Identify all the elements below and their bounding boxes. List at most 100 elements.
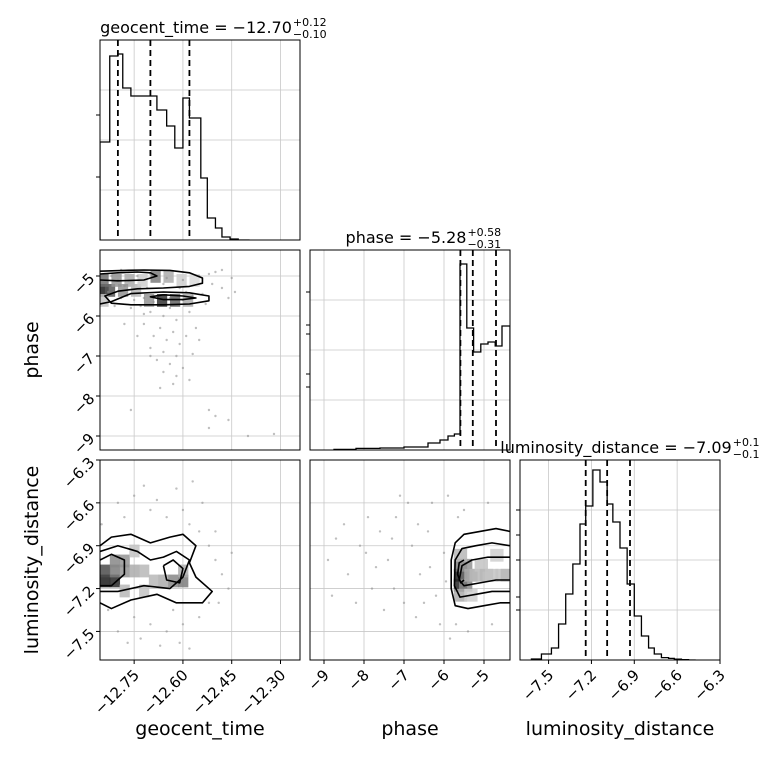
ytick-label-phase-4: −5 [70, 270, 98, 298]
pair-geocent-time-vs-phase-scatter-point-54 [272, 432, 276, 436]
pair-geocent-time-vs-luminosity-distance-scatter-point-2 [149, 508, 152, 512]
pair-phase-vs-luminosity-distance-scatter-point-20 [342, 523, 346, 526]
pair-geocent-time-vs-luminosity-distance-density-cell-0 [100, 574, 111, 588]
pair-phase-vs-luminosity-distance-scatter-point-32 [486, 501, 490, 505]
hist-luminosity-distance-bin-17 [654, 654, 661, 660]
pair-phase-vs-luminosity-distance-contour-3 [456, 559, 465, 584]
pair-geocent-time-vs-luminosity-distance-scatter-point-31 [217, 601, 220, 605]
pair-geocent-time-vs-phase-density-cell-13 [100, 294, 109, 307]
pair-geocent-time-vs-phase-scatter-point-72 [168, 306, 172, 310]
title-phase: phase = −5.28 +0.58−0.31 [346, 226, 502, 251]
hist-geocent-time-border [99, 39, 301, 241]
title-geocent-time-minus: −0.10 [293, 28, 327, 41]
pair-geocent-time-vs-luminosity-distance-scatter-point-17 [106, 608, 110, 612]
pair-geocent-time-vs-phase-scatter-point-37 [162, 370, 165, 374]
title-luminosity-distance-minus: −0.15 [733, 448, 760, 461]
pair-geocent-time-vs-luminosity-distance-scatter-point-8 [214, 558, 217, 562]
pair-geocent-time-vs-luminosity-distance-scatter-point-7 [207, 544, 211, 547]
pair-geocent-time-vs-luminosity-distance-scatter-point-32 [178, 641, 181, 645]
pair-geocent-time-vs-phase-scatter-point-8 [207, 272, 211, 276]
pair-phase-vs-luminosity-distance-scatter-point-7 [394, 515, 398, 519]
hist-geocent-time-bin-9 [183, 98, 190, 240]
pair-phase-vs-luminosity-distance-scatter-point-26 [446, 494, 450, 497]
pair-geocent-time-vs-phase-scatter-point-62 [210, 282, 214, 286]
pair-geocent-time-vs-phase-scatter-point-0 [110, 274, 113, 278]
pair-geocent-time-vs-phase-scatter-point-6 [181, 278, 185, 282]
hist-geocent-time-bin-3 [123, 88, 131, 240]
pair-geocent-time-vs-phase-scatter-point-36 [181, 366, 185, 370]
pair-phase-vs-luminosity-distance-scatter-point-17 [414, 615, 418, 619]
pair-geocent-time-vs-luminosity-distance-scatter-point-10 [207, 601, 211, 605]
pair-phase-vs-luminosity-distance-scatter-point-34 [330, 594, 334, 597]
pair-geocent-time-vs-luminosity-distance-scatter-point-28 [100, 523, 103, 526]
pair-phase-vs-luminosity-distance-scatter-point-14 [366, 515, 370, 519]
pair-geocent-time-vs-phase-scatter-point-58 [113, 304, 116, 308]
pair-geocent-time-vs-luminosity-distance-scatter-point-19 [175, 487, 178, 490]
pair-geocent-time-vs-phase-scatter-point-52 [207, 426, 211, 430]
pair-geocent-time-vs-luminosity-distance-scatter-point-26 [139, 637, 142, 640]
pair-geocent-time-vs-phase-scatter-point-17 [168, 296, 172, 300]
xaxis-label-phase: phase [381, 718, 438, 740]
pair-geocent-time-vs-luminosity-distance-scatter-point-23 [227, 587, 230, 590]
hist-luminosity-distance-bin-3 [559, 624, 566, 660]
pair-geocent-time-vs-phase-scatter-point-39 [188, 378, 191, 382]
pair-phase-vs-luminosity-distance-scatter-point-38 [392, 587, 396, 590]
pair-geocent-time-vs-phase-scatter-point-49 [207, 408, 211, 412]
pair-geocent-time-vs-phase-density-cell-16 [189, 274, 200, 287]
title-geocent-time-plus: +0.12 [293, 16, 327, 29]
pair-geocent-time-vs-luminosity-distance-density-cell-14 [139, 584, 150, 598]
ytick-label-luminosity-distance-0: −7.5 [60, 625, 98, 663]
ytick-label-luminosity-distance-2: −6.9 [60, 539, 98, 577]
pair-geocent-time-vs-luminosity-distance-scatter-point-1 [132, 494, 136, 497]
title-phase-minus: −0.31 [467, 238, 501, 251]
pair-geocent-time-vs-phase-scatter-point-29 [165, 338, 168, 342]
pair-phase-vs-luminosity-distance-scatter-point-28 [454, 623, 458, 626]
hist-luminosity-distance-bin-4 [566, 594, 573, 660]
pair-geocent-time-vs-phase-scatter-point-47 [158, 386, 162, 390]
pair-phase-vs-luminosity-distance-scatter-point-13 [442, 551, 446, 555]
pair-phase-vs-luminosity-distance-scatter-point-30 [462, 508, 466, 512]
hist-geocent-time-bin-5 [150, 96, 157, 240]
pair-geocent-time-vs-phase-scatter-point-60 [220, 286, 224, 290]
hist-geocent-time-step-line [100, 53, 250, 240]
title-luminosity-distance-main: luminosity_distance = −7.09 [500, 438, 731, 458]
pair-phase-vs-luminosity-distance-scatter-point-11 [426, 530, 430, 533]
hist-phase-bin-10 [474, 352, 481, 450]
pair-geocent-time-vs-luminosity-distance-scatter-point-16 [116, 630, 120, 633]
pair-phase-vs-luminosity-distance-scatter-point-16 [398, 494, 402, 497]
hist-phase-bin-14 [502, 326, 510, 450]
pair-geocent-time-vs-phase-scatter-point-41 [136, 334, 139, 338]
pair-phase-vs-luminosity-distance-scatter-point-4 [370, 587, 374, 590]
hist-geocent-time-bin-0 [100, 142, 110, 240]
xtick-label-luminosity-distance-4: −6.3 [690, 666, 728, 704]
pair-geocent-time-vs-phase-scatter-point-67 [162, 282, 165, 286]
pair-phase-vs-luminosity-distance-contour-0 [450, 527, 510, 610]
pair-geocent-time-vs-phase-scatter-point-46 [171, 382, 175, 386]
hist-geocent-time-bin-6 [157, 110, 167, 240]
pair-geocent-time-vs-luminosity-distance-density-cell-7 [129, 564, 140, 578]
pair-phase-vs-luminosity-distance-scatter-point-37 [428, 565, 432, 569]
pair-geocent-time-vs-phase-contour-0 [100, 269, 210, 306]
yaxis-label-luminosity-distance: luminosity_distance [21, 466, 43, 655]
pair-phase-vs-luminosity-distance-density-cell-13 [500, 568, 510, 582]
xtick-label-luminosity-distance-0: −7.5 [519, 666, 557, 704]
pair-geocent-time-vs-phase-scatter-point-43 [197, 338, 201, 342]
pair-geocent-time-vs-luminosity-distance-scatter-point-20 [191, 480, 194, 483]
pair-phase-vs-luminosity-distance-scatter-point-33 [490, 623, 494, 626]
pair-phase-vs-luminosity-distance-density-cell-11 [490, 548, 504, 562]
ytick-label-phase-3: −6 [70, 310, 98, 338]
pair-geocent-time-vs-phase-scatter-point-26 [158, 326, 162, 330]
hist-luminosity-distance-panel [519, 459, 721, 661]
hist-phase-bin-6 [448, 436, 454, 450]
pair-geocent-time-vs-luminosity-distance-scatter-point-27 [171, 608, 175, 612]
hist-phase-bin-12 [488, 342, 495, 450]
pair-geocent-time-vs-luminosity-distance-border [99, 459, 301, 661]
pair-phase-vs-luminosity-distance-border [309, 459, 511, 661]
pair-geocent-time-vs-luminosity-distance-scatter-point-33 [142, 484, 146, 487]
pair-geocent-time-vs-luminosity-distance-scatter-point-18 [123, 515, 126, 519]
pair-geocent-time-vs-luminosity-distance-scatter-point-14 [149, 623, 152, 626]
ytick-label-luminosity-distance-4: −6.3 [60, 454, 98, 492]
pair-phase-vs-luminosity-distance-panel-content [310, 460, 510, 660]
pair-geocent-time-vs-phase-scatter-point-12 [106, 290, 110, 294]
pair-geocent-time-vs-phase-density-cell-1 [104, 284, 116, 297]
